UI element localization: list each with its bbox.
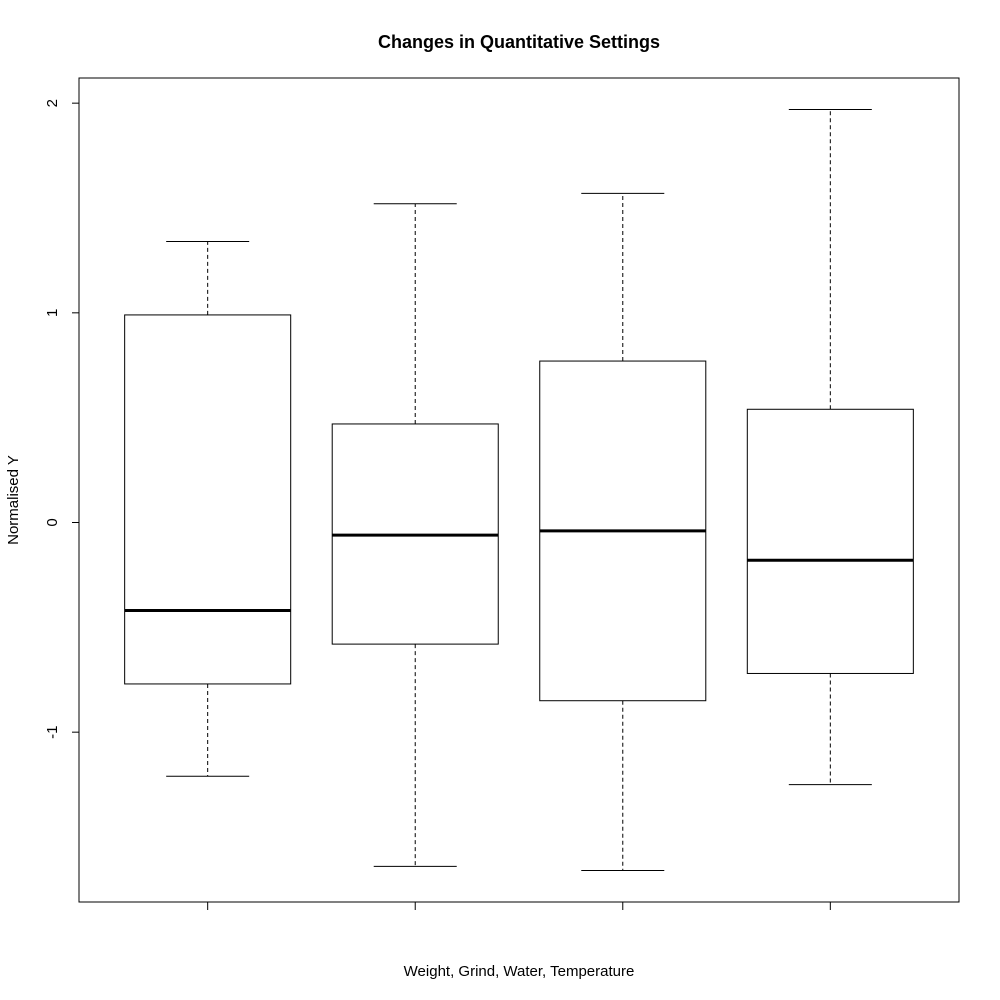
y-axis-label: Normalised Y [5,455,22,545]
y-tick-label: 2 [44,99,61,107]
box-group [539,192,707,872]
y-tick-label: 0 [44,518,61,526]
box-series [124,108,914,872]
box-group [124,241,292,777]
y-axis: -1 0 1 2 [44,99,79,739]
box-iqr [746,408,914,674]
box-group [746,108,914,786]
x-axis-label: Weight, Grind, Water, Temperature [404,963,635,980]
box-group [331,203,499,867]
x-axis [207,901,831,910]
y-tick-label: 1 [44,309,61,317]
y-tick-label: -1 [44,725,61,738]
box-iqr [124,314,292,685]
chart-title: Changes in Quantitative Settings [378,32,660,52]
